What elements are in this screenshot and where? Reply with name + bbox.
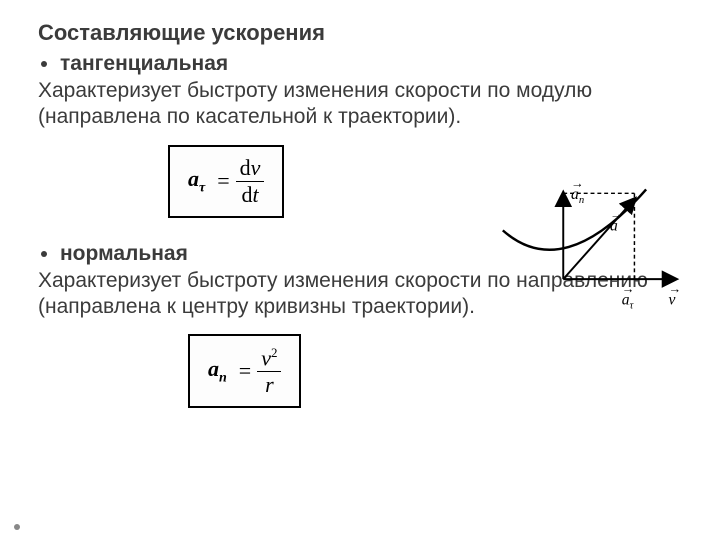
formula-tangential: aτ = dv dt	[168, 145, 284, 218]
desc-tangential: Характеризует быстроту изменения скорост…	[38, 78, 678, 131]
bullet-list-1: тангенциальная	[38, 52, 682, 76]
svg-text:a: a	[610, 217, 618, 234]
bullet-tangential: тангенциальная	[60, 52, 682, 76]
svg-text:v: v	[669, 291, 676, 308]
vector-diagram: → an → a → aτ → v	[495, 170, 690, 320]
slide-indicator-dot	[14, 524, 20, 530]
page-title: Составляющие ускорения	[38, 20, 682, 46]
vector-a	[563, 199, 634, 279]
formula-normal: an = v2 r	[188, 334, 301, 408]
